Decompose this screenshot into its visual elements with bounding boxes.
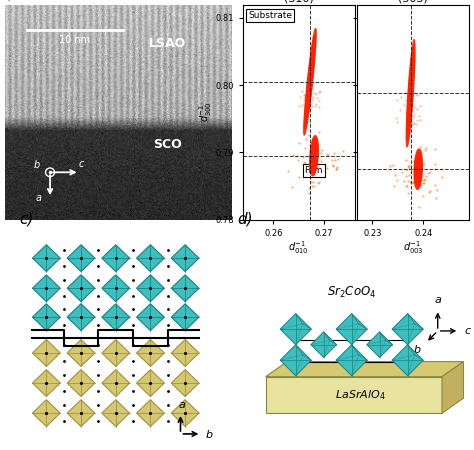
Polygon shape xyxy=(310,135,319,176)
Text: $c$: $c$ xyxy=(161,449,169,450)
Text: $b$: $b$ xyxy=(205,428,213,440)
Polygon shape xyxy=(280,314,311,345)
Polygon shape xyxy=(102,275,129,302)
Y-axis label: $d_{300}^{-1}$: $d_{300}^{-1}$ xyxy=(197,102,214,122)
Text: d): d) xyxy=(237,211,253,226)
X-axis label: $d_{010}^{-1}$: $d_{010}^{-1}$ xyxy=(288,239,309,256)
Polygon shape xyxy=(137,245,164,271)
Polygon shape xyxy=(416,158,420,181)
Polygon shape xyxy=(171,245,199,271)
Polygon shape xyxy=(265,377,442,413)
Text: $a$: $a$ xyxy=(178,400,186,410)
Polygon shape xyxy=(280,345,311,376)
Polygon shape xyxy=(137,400,164,427)
X-axis label: $d_{003}^{-1}$: $d_{003}^{-1}$ xyxy=(403,239,423,256)
Polygon shape xyxy=(313,153,315,159)
Polygon shape xyxy=(310,139,318,173)
Text: c): c) xyxy=(19,211,34,226)
Polygon shape xyxy=(265,362,464,377)
Polygon shape xyxy=(415,152,422,186)
Polygon shape xyxy=(406,40,415,147)
Polygon shape xyxy=(309,70,311,94)
Polygon shape xyxy=(171,340,199,366)
Text: $b$: $b$ xyxy=(413,343,421,355)
Text: $a$: $a$ xyxy=(35,193,42,203)
Polygon shape xyxy=(137,340,164,366)
Polygon shape xyxy=(32,340,60,366)
Polygon shape xyxy=(408,58,413,129)
Polygon shape xyxy=(407,45,414,141)
Polygon shape xyxy=(311,141,317,170)
Polygon shape xyxy=(306,46,314,117)
Polygon shape xyxy=(32,245,60,271)
Polygon shape xyxy=(137,304,164,331)
Polygon shape xyxy=(392,314,423,345)
Polygon shape xyxy=(102,369,129,396)
Text: $b$: $b$ xyxy=(33,158,40,170)
Polygon shape xyxy=(137,275,164,302)
Polygon shape xyxy=(417,161,420,178)
Polygon shape xyxy=(442,362,464,413)
Polygon shape xyxy=(309,76,310,88)
Polygon shape xyxy=(367,332,392,357)
Text: Sr$_2$CoO$_4$: Sr$_2$CoO$_4$ xyxy=(327,285,376,300)
Polygon shape xyxy=(67,400,95,427)
Polygon shape xyxy=(418,166,419,172)
Polygon shape xyxy=(67,304,95,331)
Text: SCO: SCO xyxy=(154,138,182,151)
Text: 10 nm: 10 nm xyxy=(59,35,91,45)
Polygon shape xyxy=(102,245,129,271)
Title: (310): (310) xyxy=(284,0,314,4)
Polygon shape xyxy=(67,340,95,366)
Polygon shape xyxy=(408,63,413,123)
Polygon shape xyxy=(171,369,199,396)
Polygon shape xyxy=(305,40,315,123)
Polygon shape xyxy=(409,76,412,111)
Polygon shape xyxy=(392,345,423,376)
Polygon shape xyxy=(102,304,129,331)
Polygon shape xyxy=(307,58,313,105)
Text: $a$: $a$ xyxy=(434,295,442,305)
Polygon shape xyxy=(67,369,95,396)
Polygon shape xyxy=(67,275,95,302)
Polygon shape xyxy=(410,87,411,99)
Title: (303): (303) xyxy=(398,0,428,4)
Polygon shape xyxy=(313,150,315,162)
Polygon shape xyxy=(410,81,411,105)
Polygon shape xyxy=(417,163,419,175)
Text: LSAO: LSAO xyxy=(149,37,186,50)
Polygon shape xyxy=(102,340,129,366)
Text: LaSrAlO$_4$: LaSrAlO$_4$ xyxy=(335,388,386,402)
Polygon shape xyxy=(308,64,312,99)
Polygon shape xyxy=(32,369,60,396)
Text: Film: Film xyxy=(304,166,323,175)
Polygon shape xyxy=(32,400,60,427)
Polygon shape xyxy=(311,144,317,167)
Polygon shape xyxy=(67,245,95,271)
Polygon shape xyxy=(171,304,199,331)
Polygon shape xyxy=(102,400,129,427)
Polygon shape xyxy=(304,35,316,129)
Polygon shape xyxy=(312,147,316,164)
Polygon shape xyxy=(171,400,199,427)
Polygon shape xyxy=(32,304,60,331)
Text: $c$: $c$ xyxy=(464,326,472,336)
Polygon shape xyxy=(32,275,60,302)
Polygon shape xyxy=(336,345,367,376)
Polygon shape xyxy=(304,28,316,135)
Text: $c$: $c$ xyxy=(78,159,85,169)
Polygon shape xyxy=(171,275,199,302)
Text: Substrate: Substrate xyxy=(248,11,292,20)
Polygon shape xyxy=(415,155,421,184)
Polygon shape xyxy=(336,314,367,345)
Polygon shape xyxy=(407,52,414,135)
Polygon shape xyxy=(311,332,337,357)
Polygon shape xyxy=(307,52,313,112)
Polygon shape xyxy=(414,149,422,189)
Polygon shape xyxy=(137,369,164,396)
Polygon shape xyxy=(409,69,412,117)
